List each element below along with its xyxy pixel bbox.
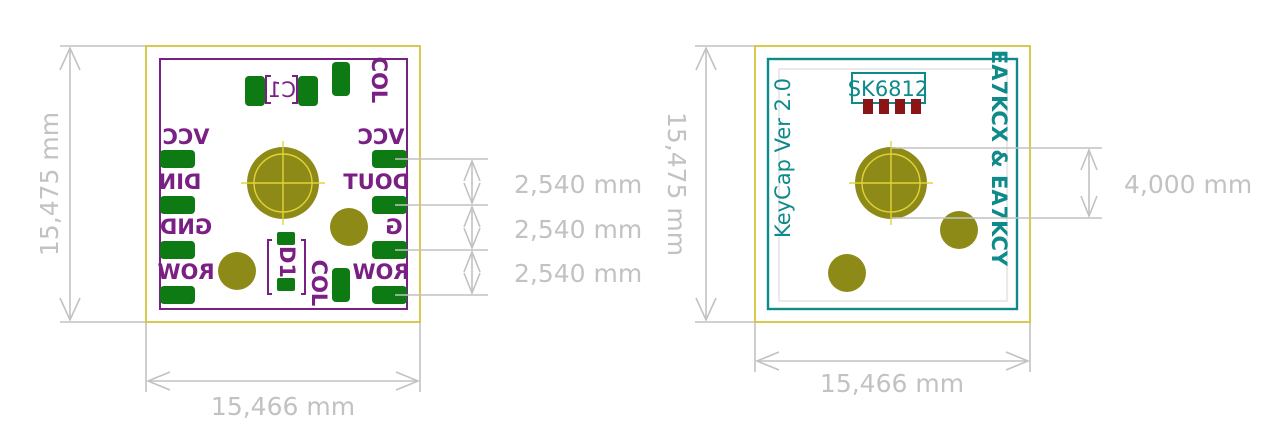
label-row-right: ROW xyxy=(352,260,409,284)
right-pad-row xyxy=(372,286,407,304)
left-pad-row xyxy=(160,286,195,304)
authors-label: EA7KCX & EA7KCY xyxy=(987,50,1011,267)
left-width-dimension xyxy=(145,322,421,392)
d1-silk-right xyxy=(301,239,306,295)
right-pad-g xyxy=(372,241,407,259)
right-switch-hole-right xyxy=(940,211,978,249)
led-pad-2 xyxy=(879,99,889,114)
col-bottom-label: COL xyxy=(307,260,331,307)
right-pad-vcc xyxy=(372,150,407,168)
d1-label: D1 xyxy=(275,246,299,278)
left-switch-hole-left xyxy=(218,252,256,290)
right-height-dimension xyxy=(695,45,755,323)
left-height-dimension xyxy=(59,45,146,323)
d1-pad-bottom xyxy=(277,278,295,291)
pitch-label-3: 2,540 mm xyxy=(514,259,642,288)
label-din: DIN xyxy=(159,170,202,194)
led-pad-1 xyxy=(863,99,873,114)
c1-silk-bracket xyxy=(265,75,271,104)
right-width-dimension xyxy=(754,322,1031,372)
right-switch-hole-left xyxy=(828,254,866,292)
col-top-label: COL xyxy=(367,57,391,104)
left-switch-hole-right xyxy=(330,208,368,246)
label-vcc-left: VCC xyxy=(162,125,209,149)
right-board-outline xyxy=(754,45,1031,323)
pitch-label-2: 2,540 mm xyxy=(514,215,642,244)
label-dout: DOUT xyxy=(343,170,410,194)
right-board: 15,475 mm 15,466 mm SK6812 KeyCap Ver 2.… xyxy=(662,45,1252,398)
spacing-dimension xyxy=(891,147,1102,219)
label-gnd: GND xyxy=(160,215,212,239)
d1-silk-left xyxy=(267,239,272,295)
col-top-pad xyxy=(332,62,350,96)
right-courtyard xyxy=(778,68,1008,302)
c1-pad-left xyxy=(245,76,265,106)
d1-pad-top xyxy=(277,232,295,245)
pitch-dimensions xyxy=(395,158,488,296)
label-row-left: ROW xyxy=(157,260,214,284)
left-pad-din xyxy=(160,196,195,214)
left-height-label: 15,475 mm xyxy=(35,112,64,256)
right-pad-dout xyxy=(372,196,407,214)
left-width-label: 15,466 mm xyxy=(211,392,355,421)
c1-silk-bracket-right xyxy=(292,75,298,104)
col-bottom-pad xyxy=(332,268,350,302)
left-board: 15,475 mm 15,466 mm C1 COL VCC DIN GND xyxy=(35,45,642,421)
led-pad-4 xyxy=(911,99,921,114)
left-pad-gnd xyxy=(160,241,195,259)
left-pad-vcc xyxy=(160,150,195,168)
c1-pad-right xyxy=(298,76,318,106)
left-silk-outline xyxy=(159,58,408,310)
right-width-label: 15,466 mm xyxy=(820,369,964,398)
led-label: SK6812 xyxy=(848,77,929,101)
pitch-label-1: 2,540 mm xyxy=(514,170,642,199)
c1-label: C1 xyxy=(268,78,296,102)
spacing-label: 4,000 mm xyxy=(1124,170,1252,199)
version-label: KeyCap Ver 2.0 xyxy=(771,78,795,238)
right-height-label: 15,475 mm xyxy=(662,112,691,256)
label-vcc-right: VCC xyxy=(357,125,404,149)
label-g: G xyxy=(385,215,402,239)
right-silk-outline xyxy=(766,57,1019,311)
left-board-outline xyxy=(145,45,421,323)
led-pad-3 xyxy=(895,99,905,114)
